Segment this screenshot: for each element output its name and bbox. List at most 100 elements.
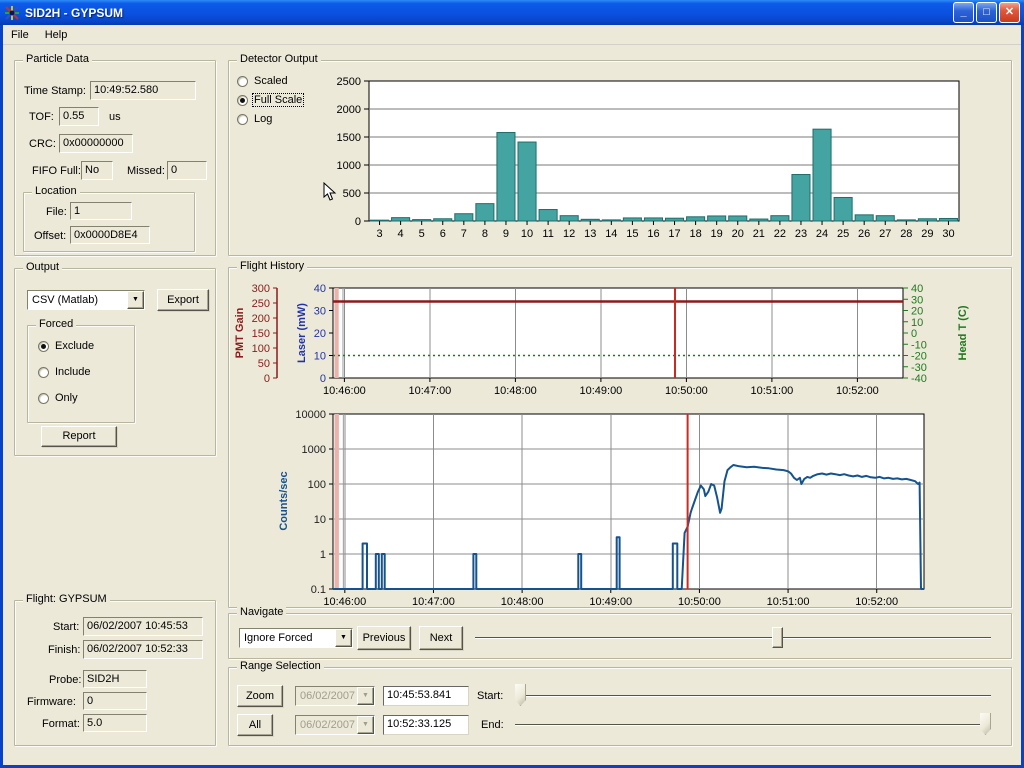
navigate-filter-combobox[interactable]: Ignore Forced ▼	[239, 628, 353, 648]
navigate-group: Navigate Ignore Forced ▼ Previous Next	[228, 606, 1012, 659]
forced-group: Forced Exclude Include Only	[27, 318, 135, 423]
flight-finish-label: Finish:	[48, 644, 81, 656]
navigate-slider-thumb[interactable]	[771, 627, 783, 648]
svg-text:10:50:00: 10:50:00	[678, 596, 721, 606]
svg-text:17: 17	[668, 228, 680, 240]
flight-legend: Flight: GYPSUM	[23, 593, 110, 605]
probe-label: Probe:	[49, 674, 82, 686]
svg-text:24: 24	[816, 228, 828, 240]
svg-text:26: 26	[858, 228, 870, 240]
output-format-value: CSV (Matlab)	[32, 294, 99, 306]
range-end-slider-track[interactable]	[515, 724, 991, 726]
full-scale-radio[interactable]: Full Scale	[237, 93, 305, 107]
svg-text:-10: -10	[911, 339, 927, 351]
svg-text:10:48:00: 10:48:00	[501, 596, 544, 606]
menu-file[interactable]: File	[11, 28, 29, 41]
svg-text:PMT Gain: PMT Gain	[234, 307, 246, 358]
flight-history-legend: Flight History	[237, 260, 308, 272]
svg-text:1: 1	[320, 549, 326, 561]
svg-text:20: 20	[314, 328, 326, 340]
svg-text:10:46:00: 10:46:00	[323, 385, 366, 397]
crc-label: CRC:	[29, 138, 56, 150]
navigate-filter-value: Ignore Forced	[244, 632, 313, 644]
svg-text:Head T (C): Head T (C)	[957, 305, 969, 360]
output-group: Output CSV (Matlab) ▼ Export Forced Excl…	[14, 261, 216, 456]
svg-text:150: 150	[252, 328, 270, 340]
detector-output-legend: Detector Output	[237, 53, 321, 65]
svg-text:3: 3	[376, 228, 382, 240]
svg-text:100: 100	[252, 343, 270, 355]
tof-field: 0.55	[59, 107, 99, 126]
forced-only-radio[interactable]: Only	[38, 392, 79, 404]
minimize-button[interactable]: _	[953, 2, 974, 23]
time-stamp-label: Time Stamp:	[24, 85, 86, 97]
detector-histogram-chart[interactable]: 0 500 1000 1500 2000 2500 3 4 5 6 7 8 9 10 11 12 13 14 15 1…	[329, 67, 1009, 253]
maximize-button[interactable]: □	[976, 2, 997, 23]
svg-text:-20: -20	[911, 351, 927, 363]
svg-text:18: 18	[689, 228, 701, 240]
range-end-slider-thumb[interactable]	[980, 713, 991, 735]
radio-icon	[237, 94, 248, 106]
chevron-down-icon: ▼	[357, 687, 374, 705]
forced-include-radio[interactable]: Include	[38, 366, 91, 378]
flight-finish-field: 06/02/2007 10:52:33	[83, 640, 203, 659]
svg-text:29: 29	[921, 228, 933, 240]
svg-text:-30: -30	[911, 362, 927, 374]
svg-text:0: 0	[911, 328, 917, 340]
menu-help[interactable]: Help	[44, 28, 68, 41]
previous-button[interactable]: Previous	[357, 626, 411, 650]
chevron-down-icon[interactable]: ▼	[127, 291, 144, 309]
output-legend: Output	[23, 261, 63, 273]
svg-text:23: 23	[795, 228, 807, 240]
close-button[interactable]: ✕	[999, 2, 1020, 23]
radio-icon	[237, 75, 248, 87]
svg-text:10:49:00: 10:49:00	[579, 385, 622, 397]
all-button[interactable]: All	[237, 714, 273, 736]
svg-text:13: 13	[584, 228, 596, 240]
firmware-field: 0	[83, 692, 147, 710]
flight-history-group: Flight History 10:46:00 10:47:00 10:48:00 1…	[228, 260, 1013, 608]
svg-text:28: 28	[900, 228, 912, 240]
svg-text:15: 15	[626, 228, 638, 240]
flight-start-label: Start:	[53, 621, 80, 633]
chevron-down-icon[interactable]: ▼	[335, 629, 352, 647]
svg-text:Laser (mW): Laser (mW)	[296, 303, 308, 363]
svg-text:-40: -40	[911, 373, 927, 385]
zoom-button[interactable]: Zoom	[237, 685, 283, 707]
range-start-slider-thumb[interactable]	[515, 684, 526, 706]
fifo-full-label: FIFO Full:	[32, 165, 81, 177]
gain-laser-headt-chart[interactable]: 10:46:00 10:47:00 10:48:00 10:49:00 10:50:00…	[229, 276, 1013, 411]
svg-text:10:52:00: 10:52:00	[836, 385, 879, 397]
forced-exclude-radio[interactable]: Exclude	[38, 340, 95, 352]
start-time-input[interactable]: 10:45:53.841	[383, 686, 469, 706]
svg-text:10000: 10000	[295, 409, 326, 421]
radio-icon	[237, 113, 248, 125]
scaled-radio[interactable]: Scaled	[237, 75, 289, 87]
navigate-slider-track[interactable]	[475, 637, 991, 639]
end-date-combobox: 06/02/2007 ▼	[295, 715, 375, 735]
svg-text:9: 9	[503, 228, 509, 240]
svg-text:1000: 1000	[337, 160, 361, 172]
log-radio[interactable]: Log	[237, 113, 273, 125]
svg-text:21: 21	[753, 228, 765, 240]
svg-text:40: 40	[314, 283, 326, 295]
range-start-label: Start:	[477, 690, 504, 702]
range-start-slider-track[interactable]	[515, 695, 991, 697]
svg-text:27: 27	[879, 228, 891, 240]
report-button[interactable]: Report	[41, 426, 117, 447]
chevron-down-icon: ▼	[357, 716, 374, 734]
output-format-combobox[interactable]: CSV (Matlab) ▼	[27, 290, 145, 310]
location-group: Location File: 1 Offset: 0x0000D8E4	[23, 185, 195, 252]
tof-unit-label: us	[109, 111, 121, 123]
svg-text:1500: 1500	[337, 132, 361, 144]
svg-text:1000: 1000	[302, 444, 326, 456]
svg-text:19: 19	[711, 228, 723, 240]
svg-text:30: 30	[942, 228, 954, 240]
end-time-input[interactable]: 10:52:33.125	[383, 715, 469, 735]
svg-text:10:47:00: 10:47:00	[408, 385, 451, 397]
svg-text:12: 12	[563, 228, 575, 240]
next-button[interactable]: Next	[419, 626, 463, 650]
svg-text:300: 300	[252, 283, 270, 295]
counts-per-sec-chart[interactable]: 10:46:00 10:47:00 10:48:00 10:49:00 10:50:00…	[229, 408, 1013, 608]
export-button[interactable]: Export	[157, 289, 209, 311]
